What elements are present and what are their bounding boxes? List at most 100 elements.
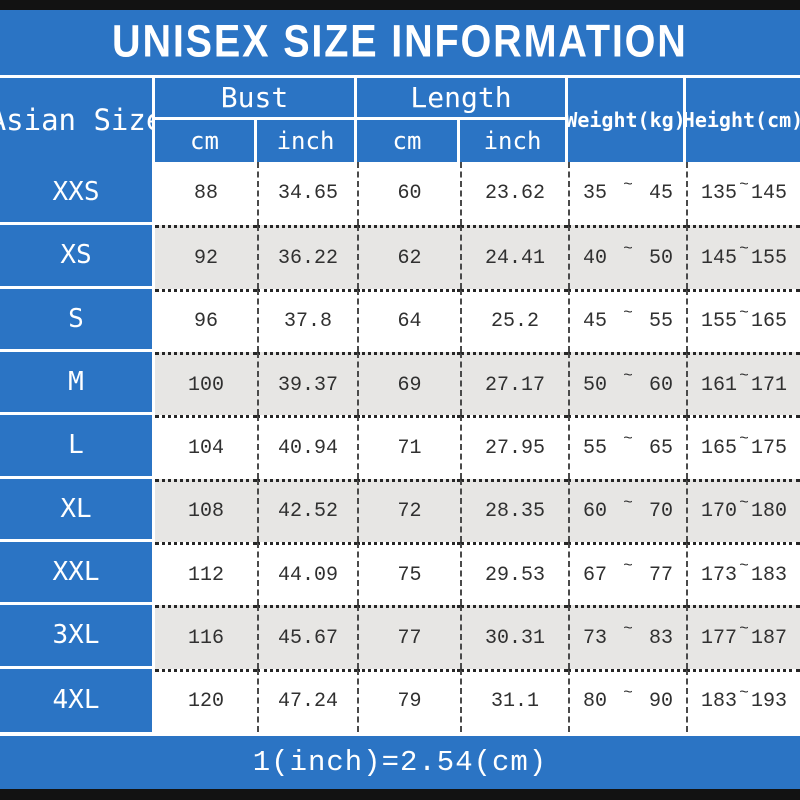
header-length: Length xyxy=(357,78,568,120)
range-tilde: ~ xyxy=(623,683,633,702)
weight-range: 50 ~60 xyxy=(568,351,686,416)
bust-inch-value: 37.8 xyxy=(257,288,357,352)
weight-range: 45 ~55 xyxy=(568,288,686,352)
length-inch-value: 31.1 xyxy=(460,668,568,732)
weight-min: 67 xyxy=(583,563,608,587)
height-max: 183 xyxy=(750,563,787,587)
footer-note-bar: 1(inch)=2.54(cm) xyxy=(0,736,800,789)
length-inch-value: 27.17 xyxy=(460,351,568,416)
size-label: 4XL xyxy=(0,668,155,732)
range-tilde: ~ xyxy=(623,175,633,194)
length-inch-value: 24.41 xyxy=(460,225,568,289)
height-min: 183 xyxy=(701,690,738,714)
bust-cm-value: 108 xyxy=(155,478,257,542)
weight-range: 40 ~50 xyxy=(568,225,686,289)
top-border-bar xyxy=(0,0,800,10)
bottom-border-bar xyxy=(0,789,800,800)
weight-max: 90 xyxy=(648,690,673,714)
header-weight: Weight(kg) xyxy=(565,78,686,162)
height-range: 155 ~165 xyxy=(686,288,800,352)
weight-min: 45 xyxy=(583,310,608,334)
height-max: 145 xyxy=(750,182,787,206)
height-max: 187 xyxy=(750,626,787,650)
size-label: XS xyxy=(0,225,155,289)
size-label: XXL xyxy=(0,541,155,606)
weight-max: 77 xyxy=(648,563,673,587)
table-body: XXS 88 34.65 60 23.62 35 ~45 135 ~145 XS 92 36.22 62… xyxy=(0,162,800,732)
bust-cm-value: 92 xyxy=(155,225,257,289)
height-max: 175 xyxy=(750,436,787,460)
size-label: XL xyxy=(0,478,155,542)
height-range: 145 ~155 xyxy=(686,225,800,289)
bust-inch-value: 36.22 xyxy=(257,225,357,289)
size-label: XXS xyxy=(0,162,155,226)
range-tilde: ~ xyxy=(623,303,633,322)
bust-cm-value: 120 xyxy=(155,668,257,732)
range-tilde: ~ xyxy=(739,175,749,194)
range-tilde: ~ xyxy=(623,620,633,639)
length-inch-value: 28.35 xyxy=(460,478,568,542)
weight-range: 55 ~65 xyxy=(568,415,686,479)
conversion-note: 1(inch)=2.54(cm) xyxy=(252,746,548,779)
range-tilde: ~ xyxy=(739,493,749,512)
bust-cm-value: 112 xyxy=(155,541,257,606)
length-cm-value: 75 xyxy=(357,541,460,606)
size-label: L xyxy=(0,415,155,479)
range-tilde: ~ xyxy=(623,240,633,259)
size-label: M xyxy=(0,351,155,416)
weight-min: 60 xyxy=(583,500,608,524)
range-tilde: ~ xyxy=(623,493,633,512)
weight-range: 60 ~70 xyxy=(568,478,686,542)
header-bust-inch: inch xyxy=(257,120,357,162)
weight-min: 55 xyxy=(583,436,608,460)
length-cm-value: 71 xyxy=(357,415,460,479)
bust-inch-value: 40.94 xyxy=(257,415,357,479)
range-tilde: ~ xyxy=(739,683,749,702)
header-height: Height(cm) xyxy=(683,78,800,162)
height-range: 165 ~175 xyxy=(686,415,800,479)
weight-min: 35 xyxy=(583,182,608,206)
height-min: 145 xyxy=(701,246,738,270)
height-range: 183 ~193 xyxy=(686,668,800,732)
bust-cm-value: 96 xyxy=(155,288,257,352)
weight-max: 55 xyxy=(648,310,673,334)
height-max: 171 xyxy=(750,373,787,397)
bust-inch-value: 42.52 xyxy=(257,478,357,542)
bust-inch-value: 34.65 xyxy=(257,162,357,226)
weight-range: 73 ~83 xyxy=(568,605,686,669)
bust-inch-value: 47.24 xyxy=(257,668,357,732)
height-min: 165 xyxy=(701,436,738,460)
weight-range: 35 ~45 xyxy=(568,162,686,226)
bust-inch-value: 39.37 xyxy=(257,351,357,416)
bust-cm-value: 104 xyxy=(155,415,257,479)
height-min: 161 xyxy=(701,373,738,397)
length-cm-value: 64 xyxy=(357,288,460,352)
length-inch-value: 29.53 xyxy=(460,541,568,606)
range-tilde: ~ xyxy=(739,557,749,576)
size-label: 3XL xyxy=(0,605,155,669)
height-min: 135 xyxy=(701,182,738,206)
length-inch-value: 25.2 xyxy=(460,288,568,352)
length-cm-value: 79 xyxy=(357,668,460,732)
height-min: 177 xyxy=(701,626,738,650)
weight-range: 80 ~90 xyxy=(568,668,686,732)
page-title: UNISEX SIZE INFORMATION xyxy=(112,16,688,68)
length-cm-value: 60 xyxy=(357,162,460,226)
bust-inch-value: 44.09 xyxy=(257,541,357,606)
height-max: 155 xyxy=(750,246,787,270)
range-tilde: ~ xyxy=(739,303,749,322)
header-length-cm: cm xyxy=(357,120,460,162)
header-bust-cm: cm xyxy=(155,120,257,162)
height-max: 193 xyxy=(750,690,787,714)
title-bar: UNISEX SIZE INFORMATION xyxy=(0,10,800,75)
header-asian-size: Asian Size xyxy=(0,78,163,162)
range-tilde: ~ xyxy=(739,367,749,386)
length-inch-value: 23.62 xyxy=(460,162,568,226)
height-range: 161 ~171 xyxy=(686,351,800,416)
bust-cm-value: 100 xyxy=(155,351,257,416)
height-max: 165 xyxy=(750,310,787,334)
height-max: 180 xyxy=(750,500,787,524)
height-range: 135 ~145 xyxy=(686,162,800,226)
height-range: 170 ~180 xyxy=(686,478,800,542)
